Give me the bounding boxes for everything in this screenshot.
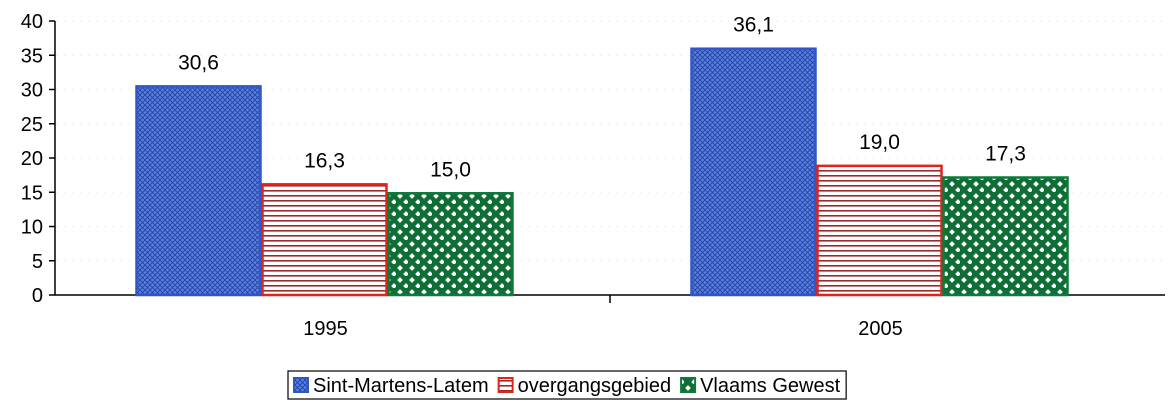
legend-box bbox=[287, 370, 847, 400]
data-label: 36,1 bbox=[733, 14, 774, 37]
plot-area: 0 5 10 15 20 25 30 35 40 30,6 16,3 15,0 1995 36,1 19,0… bbox=[21, 11, 1165, 340]
data-label: 16,3 bbox=[304, 149, 345, 172]
data-label: 15,0 bbox=[430, 158, 471, 181]
bar-outline bbox=[261, 183, 388, 297]
y-tick-label: 35 bbox=[21, 45, 43, 67]
bar-outline bbox=[816, 164, 943, 297]
bar-sint-martens-latem-2005 bbox=[690, 47, 817, 296]
y-tick-label: 5 bbox=[32, 251, 43, 273]
legend-item: Vlaams Gewest bbox=[680, 375, 841, 397]
legend-label: overgangsgebied bbox=[518, 375, 671, 397]
legend-item: overgangsgebied bbox=[497, 375, 671, 397]
y-tick-label: 40 bbox=[21, 11, 43, 33]
legend-item: Sint-Martens-Latem bbox=[293, 375, 489, 397]
y-tick-label: 0 bbox=[32, 285, 43, 307]
bar-outline bbox=[690, 47, 817, 297]
x-tick-label: 2005 bbox=[858, 318, 903, 340]
bar-outline bbox=[942, 176, 1069, 297]
legend-swatch bbox=[680, 377, 697, 393]
data-label: 30,6 bbox=[178, 51, 219, 74]
bar-overgangsgebied-1995 bbox=[261, 183, 388, 295]
bar-outline bbox=[135, 85, 262, 297]
legend-label: Sint-Martens-Latem bbox=[313, 375, 489, 397]
bar-outline bbox=[387, 192, 514, 297]
legend-label: Vlaams Gewest bbox=[700, 375, 840, 397]
y-tick-label: 10 bbox=[21, 217, 43, 239]
bar-sint-martens-latem-1995 bbox=[135, 85, 262, 295]
legend-swatch bbox=[497, 377, 514, 393]
bar-vlaams-gewest-2005 bbox=[942, 176, 1069, 295]
y-tick-label: 30 bbox=[21, 80, 43, 102]
legend-swatch bbox=[293, 377, 309, 393]
data-label: 19,0 bbox=[859, 131, 900, 154]
bar-overgangsgebied-2005 bbox=[816, 164, 943, 295]
x-tick-label: 1995 bbox=[303, 318, 348, 340]
data-label: 17,3 bbox=[985, 142, 1026, 165]
y-tick-label: 25 bbox=[21, 114, 43, 136]
legend: Sint-Martens-Latem overgangsgebied Vlaams … bbox=[287, 370, 847, 400]
y-tick-label: 15 bbox=[21, 182, 43, 204]
y-tick-label: 20 bbox=[21, 148, 43, 170]
bar-vlaams-gewest-1995 bbox=[387, 192, 514, 295]
